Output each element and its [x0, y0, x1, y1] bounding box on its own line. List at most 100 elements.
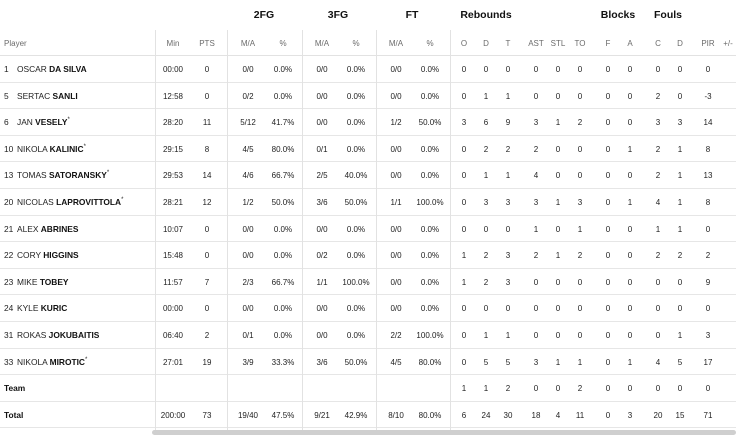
col-header-ft-ma[interactable]: M/A [388, 39, 404, 48]
table-row[interactable]: 20 NICOLAS LAPROVITTOLA* 28:21 12 1/2 50.0% 3/… [0, 189, 736, 216]
col-header-foul-d[interactable]: D [677, 39, 683, 48]
cell-foul-c: 2 [655, 91, 661, 101]
table-row[interactable]: 6 JAN VESELY* 28:20 11 5/12 41.7% 0/0 0.0% 1/2 50… [0, 109, 736, 136]
player-name[interactable]: 33 NIKOLA MIROTIC* [4, 357, 87, 367]
cell-blk-a: 1 [627, 197, 633, 207]
player-last-name: LAPROVITTOLA [56, 196, 122, 207]
col-header-foul-c[interactable]: C [655, 39, 661, 48]
col-header-min[interactable]: Min [166, 39, 180, 48]
horizontal-scrollbar[interactable] [152, 430, 736, 435]
cell-3fg-ma: 9/21 [314, 410, 330, 420]
col-header-plus-minus[interactable]: +/- [723, 39, 733, 48]
column-header-row: Player Min PTS M/A% M/A% M/A% O D T AST STL TO F A C D P… [0, 30, 736, 56]
col-header-2fg-ma[interactable]: M/A [240, 39, 256, 48]
cell-reb-t: 0 [505, 224, 511, 234]
cell-blk-a: 0 [627, 304, 633, 314]
cell-stl: 1 [555, 357, 561, 367]
table-row[interactable]: 31 ROKAS JOKUBAITIS 06:40 2 0/1 0.0% 0/0 0.0% 2/… [0, 322, 736, 349]
cell-reb-t: 2 [505, 144, 511, 154]
cell-ft-ma: 1/2 [390, 118, 402, 128]
table-row[interactable]: 10 NIKOLA KALINIC* 29:15 8 4/5 80.0% 0/1 0.0% 0/… [0, 136, 736, 163]
table-row[interactable]: 24 KYLE KURIC 00:00 0 0/0 0.0% 0/0 0.0% 0/0 0.0% 0… [0, 295, 736, 322]
cell-blk-f: 0 [605, 410, 611, 420]
cell-foul-d: 0 [677, 65, 683, 74]
cell-ast: 0 [533, 91, 539, 101]
player-name[interactable]: 21 ALEX ABRINES [4, 224, 78, 234]
table-row[interactable]: 13 TOMAS SATORANSKY* 29:53 14 4/6 66.7% 2/5 40.… [0, 162, 736, 189]
player-number: 23 [4, 276, 14, 287]
table-row[interactable]: 21 ALEX ABRINES 10:07 0 0/0 0.0% 0/0 0.0% 0/0 0.0… [0, 216, 736, 243]
col-header-ft-pct[interactable]: % [426, 39, 434, 48]
cell-2fg-ma: 5/12 [240, 118, 256, 128]
cell-3fg-ma: 1/1 [316, 277, 328, 287]
column-divider [302, 30, 303, 430]
table-row[interactable]: 1 OSCAR DA SILVA 00:00 0 0/0 0.0% 0/0 0.0% 0/0 0.… [0, 56, 736, 83]
player-name[interactable]: 22 CORY HIGGINS [4, 250, 79, 260]
player-last-name: HIGGINS [43, 250, 79, 261]
cell-blk-f: 0 [605, 197, 611, 207]
col-header-reb-o[interactable]: O [460, 39, 468, 48]
col-header-blk-f[interactable]: F [605, 39, 611, 48]
player-name[interactable]: 5 SERTAC SANLI [4, 91, 78, 101]
col-header-reb-t[interactable]: T [505, 39, 511, 48]
table-row[interactable]: 22 CORY HIGGINS 15:48 0 0/0 0.0% 0/2 0.0% 0/0 0.0… [0, 242, 736, 269]
col-header-3fg-pct[interactable]: % [352, 39, 360, 48]
table-row[interactable]: 23 MIKE TOBEY 11:57 7 2/3 66.7% 1/1 100.0% 0/0 0.… [0, 269, 736, 296]
player-name[interactable]: 20 NICOLAS LAPROVITTOLA* [4, 197, 123, 207]
cell-foul-c: 0 [655, 65, 661, 74]
col-header-player[interactable]: Player [4, 39, 27, 48]
cell-foul-d: 2 [677, 251, 683, 261]
cell-ft-ma: 0/0 [390, 251, 402, 261]
cell-ast: 0 [533, 65, 539, 74]
cell-pir: 0 [705, 224, 711, 234]
cell-3fg-pct: 0.0% [346, 224, 366, 234]
player-name[interactable]: 1 OSCAR DA SILVA [4, 64, 87, 74]
cell-2fg-pct: 0.0% [273, 304, 293, 314]
cell-reb-d: 1 [483, 330, 489, 340]
column-divider [376, 30, 377, 430]
group-rebounds: Rebounds [460, 9, 512, 21]
player-number: 20 [4, 196, 14, 207]
player-name[interactable]: 31 ROKAS JOKUBAITIS [4, 330, 99, 340]
col-header-pir[interactable]: PIR [701, 39, 715, 48]
cell-ft-pct: 0.0% [420, 251, 440, 261]
cell-3fg-pct: 0.0% [346, 251, 366, 261]
player-last-name: ABRINES [40, 223, 79, 234]
cell-to: 0 [577, 144, 583, 154]
col-header-ast[interactable]: AST [528, 39, 544, 48]
cell-stl: 0 [555, 65, 561, 74]
player-last-name: VESELY [35, 117, 68, 128]
cell-pir: 71 [703, 410, 713, 420]
cell-ft-ma: 0/0 [390, 65, 402, 74]
cell-ft-ma: 4/5 [390, 357, 402, 367]
col-header-3fg-ma[interactable]: M/A [314, 39, 330, 48]
col-header-pts[interactable]: PTS [199, 39, 215, 48]
player-first-name: NIKOLA [17, 356, 48, 367]
col-header-to[interactable]: TO [574, 39, 586, 48]
cell-3fg-pct: 50.0% [344, 197, 368, 207]
cell-foul-d: 1 [677, 330, 683, 340]
col-header-stl[interactable]: STL [550, 39, 566, 48]
player-last-name: SATORANSKY [48, 170, 107, 181]
player-number: 6 [4, 117, 9, 128]
cell-foul-c: 3 [655, 118, 661, 128]
player-last-name: KALINIC [49, 143, 84, 154]
cell-pir: 17 [703, 357, 713, 367]
player-name[interactable]: 24 KYLE KURIC [4, 303, 67, 313]
player-name[interactable]: 6 JAN VESELY* [4, 117, 70, 127]
table-row[interactable]: 5 SERTAC SANLI 12:58 0 0/2 0.0% 0/0 0.0% 0/0 0.0%… [0, 83, 736, 110]
cell-3fg-ma: 0/0 [316, 330, 328, 340]
cell-reb-d: 2 [483, 144, 489, 154]
cell-2fg-ma: 0/0 [242, 251, 254, 261]
player-name[interactable]: 10 NIKOLA KALINIC* [4, 144, 86, 154]
table-row[interactable]: 33 NIKOLA MIROTIC* 27:01 19 3/9 33.3% 3/6 50.0%… [0, 349, 736, 376]
player-name[interactable]: 13 TOMAS SATORANSKY* [4, 170, 109, 180]
player-name[interactable]: 23 MIKE TOBEY [4, 277, 69, 287]
col-header-reb-d[interactable]: D [483, 39, 489, 48]
col-header-blk-a[interactable]: A [627, 39, 633, 48]
cell-reb-t: 9 [505, 118, 511, 128]
cell-min: 00:00 [162, 304, 184, 314]
cell-ast: 0 [533, 304, 539, 314]
cell-ast: 18 [531, 410, 541, 420]
col-header-2fg-pct[interactable]: % [279, 39, 287, 48]
